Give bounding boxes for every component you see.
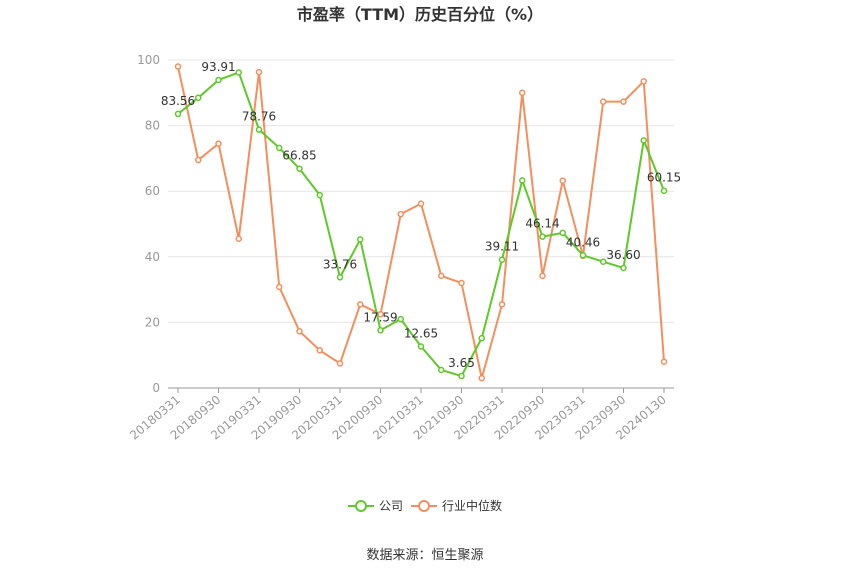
point-industry-median[interactable] (174, 63, 182, 70)
point-company[interactable] (316, 191, 323, 199)
legend-marker-industry (418, 500, 430, 512)
y-axis-ticks: 0 20 40 60 80 100 (137, 53, 160, 395)
data-label: 36.60 (606, 248, 640, 262)
point-company[interactable] (579, 252, 587, 259)
legend-label-industry: 行业中位数 (442, 498, 502, 513)
y-tick-label: 100 (137, 53, 160, 67)
point-company[interactable] (660, 187, 668, 194)
point-company[interactable] (397, 315, 404, 323)
data-label: 3.65 (448, 356, 475, 370)
point-company[interactable] (296, 165, 303, 172)
y-tick-label: 40 (145, 250, 160, 264)
x-axis: 2018033120180930201903312019093020200331… (127, 387, 674, 443)
data-label: 83.56 (161, 94, 195, 108)
point-company[interactable] (640, 137, 647, 144)
point-industry-median[interactable] (255, 68, 263, 76)
data-label: 12.65 (404, 327, 438, 341)
point-company[interactable] (620, 264, 627, 272)
point-company[interactable] (478, 334, 485, 342)
legend-label-company: 公司 (379, 499, 403, 513)
point-company[interactable] (600, 258, 607, 265)
point-industry-median[interactable] (316, 347, 323, 354)
point-industry-median[interactable] (357, 301, 364, 308)
point-industry-median[interactable] (417, 200, 425, 207)
data-label: 40.46 (566, 235, 600, 249)
data-label: 78.76 (242, 110, 276, 124)
point-industry-median[interactable] (397, 210, 404, 218)
series-group (174, 63, 668, 382)
point-company[interactable] (336, 274, 344, 281)
point-industry-median[interactable] (600, 98, 607, 105)
point-industry-median[interactable] (195, 156, 202, 164)
data-label: 33.76 (323, 257, 357, 271)
point-industry-median[interactable] (559, 177, 566, 184)
point-company[interactable] (195, 94, 202, 101)
data-label: 46.14 (525, 217, 559, 231)
point-industry-median[interactable] (519, 89, 526, 97)
legend-item-industry-median[interactable]: 行业中位数 (411, 498, 502, 513)
point-industry-median[interactable] (620, 98, 627, 105)
point-industry-median[interactable] (276, 283, 283, 291)
y-tick-label: 60 (145, 184, 160, 198)
point-industry-median[interactable] (438, 272, 445, 280)
point-company[interactable] (357, 236, 364, 243)
point-company[interactable] (519, 177, 526, 184)
y-tick-label: 0 (152, 381, 160, 395)
point-industry-median[interactable] (539, 272, 546, 280)
point-company[interactable] (458, 372, 465, 380)
y-tick-label: 80 (145, 119, 160, 133)
data-label: 60.15 (647, 171, 681, 185)
point-company[interactable] (255, 126, 263, 133)
legend-marker-company (355, 500, 367, 512)
point-industry-median[interactable] (498, 301, 506, 308)
data-label: 66.85 (282, 149, 316, 163)
legend[interactable]: 公司 行业中位数 (348, 498, 502, 513)
point-industry-median[interactable] (377, 310, 384, 318)
point-company[interactable] (276, 144, 283, 152)
point-industry-median[interactable] (336, 360, 344, 367)
data-label: 17.59 (363, 310, 397, 324)
point-industry-median[interactable] (660, 358, 668, 366)
data-label: 93.91 (201, 60, 235, 74)
point-company[interactable] (539, 233, 546, 240)
point-industry-median[interactable] (296, 328, 303, 335)
point-industry-median[interactable] (235, 235, 242, 243)
point-company[interactable] (498, 256, 506, 263)
point-company[interactable] (215, 76, 222, 84)
point-company[interactable] (559, 229, 566, 237)
point-company[interactable] (377, 327, 384, 334)
point-company[interactable] (417, 343, 425, 350)
chart-title: 市盈率（TTM）历史百分位（%） (297, 5, 543, 24)
point-company[interactable] (174, 110, 182, 118)
point-industry-median[interactable] (640, 78, 647, 85)
point-industry-median[interactable] (458, 279, 465, 287)
point-company[interactable] (235, 69, 242, 76)
point-industry-median[interactable] (478, 374, 485, 382)
data-label: 39.11 (485, 240, 519, 254)
legend-item-company[interactable]: 公司 (348, 499, 403, 513)
data-labels: 83.56 93.91 78.76 66.85 33.76 17.59 12.65 3.65 3… (161, 60, 681, 370)
point-company[interactable] (438, 366, 445, 374)
point-industry-median[interactable] (215, 140, 222, 147)
source-note: 数据来源：恒生聚源 (366, 548, 483, 563)
y-tick-label: 20 (145, 315, 160, 329)
